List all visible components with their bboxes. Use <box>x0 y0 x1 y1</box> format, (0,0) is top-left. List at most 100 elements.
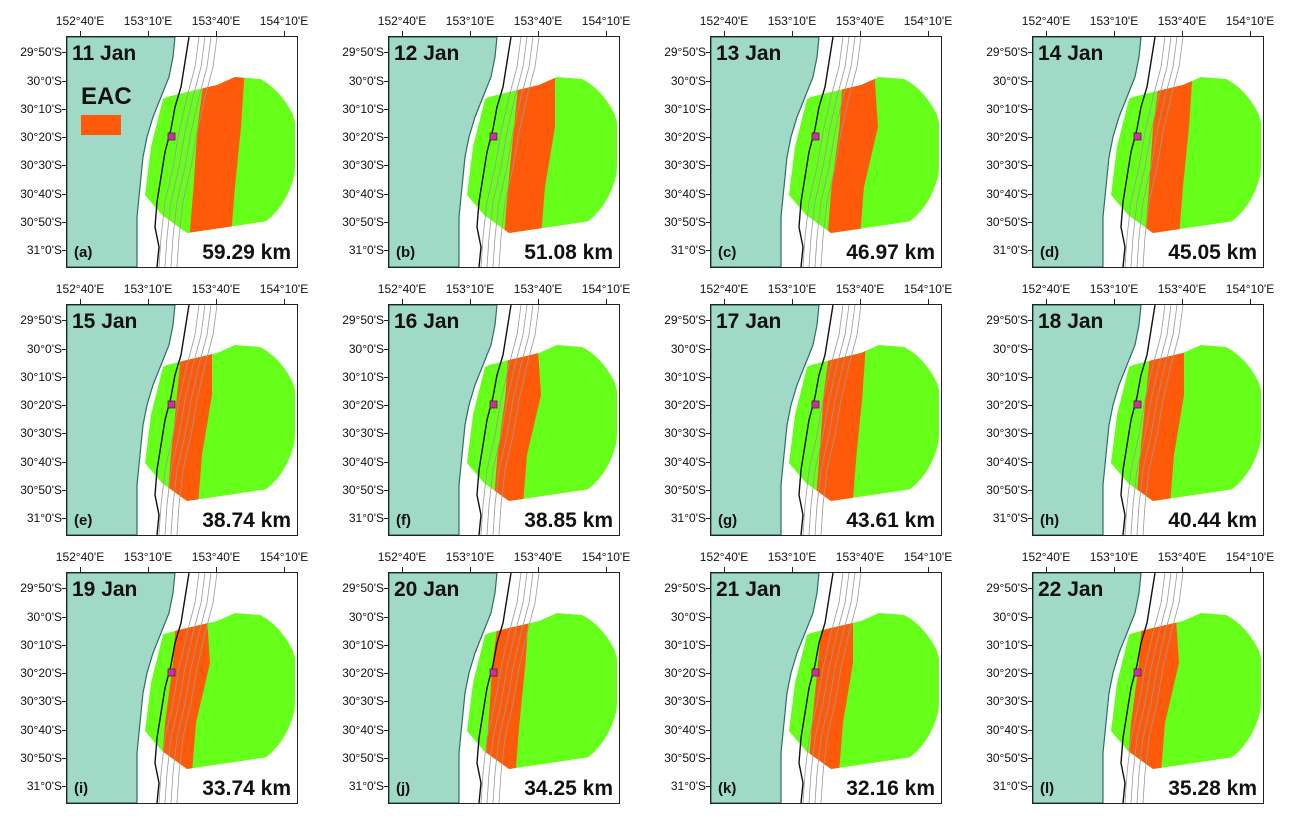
land-area <box>389 37 498 267</box>
latitude-tick-label: 30°10'S <box>664 638 706 652</box>
latitude-tick-label: 30°10'S <box>342 370 384 384</box>
latitude-tick-label: 30°50'S <box>664 215 706 229</box>
mooring-station-marker <box>489 400 498 409</box>
latitude-tick-label: 30°10'S <box>342 102 384 116</box>
longitude-tick-mark <box>724 31 725 36</box>
longitude-tick-mark <box>402 567 403 572</box>
map-panel: 152°40'E 153°10'E 153°40'E 154°10'E 29°50'S 3… <box>966 276 1274 538</box>
latitude-tick-label: 31°0'S <box>992 243 1028 257</box>
panel-letter-label: (f) <box>396 512 411 529</box>
model-domain <box>145 345 295 501</box>
panel-letter-label: (l) <box>1040 780 1055 797</box>
latitude-tick-mark <box>706 645 710 646</box>
longitude-tick-label: 153°40'E <box>835 14 885 28</box>
shelf-break-isobath <box>798 37 834 267</box>
shelf-break-isobath <box>154 37 190 267</box>
longitude-tick-label: 154°10'E <box>581 282 631 296</box>
latitude-tick-label: 29°50'S <box>986 313 1028 327</box>
longitude-tick-mark <box>1250 31 1251 36</box>
eac-width-label: 59.29 km <box>202 241 291 264</box>
latitude-tick-mark <box>384 109 388 110</box>
bathymetry-contour <box>480 37 522 267</box>
mooring-station-marker <box>489 668 498 677</box>
latitude-tick-mark <box>706 109 710 110</box>
longitude-tick-mark <box>148 567 149 572</box>
longitude-tick-label: 154°10'E <box>581 550 631 564</box>
longitude-tick-mark <box>1250 299 1251 304</box>
map-frame: 12 Jan (b) 51.08 km <box>388 36 620 268</box>
map-panel: 152°40'E 153°10'E 153°40'E 154°10'E 29°50'S 3… <box>0 544 308 806</box>
latitude-tick-label: 31°0'S <box>992 779 1028 793</box>
longitude-tick-mark <box>724 299 725 304</box>
latitude-tick-label: 30°10'S <box>664 370 706 384</box>
latitude-tick-label: 31°0'S <box>670 511 706 525</box>
latitude-tick-label: 31°0'S <box>670 779 706 793</box>
map-panel: 152°40'E 153°10'E 153°40'E 154°10'E 29°50'S 3… <box>322 276 630 538</box>
latitude-tick-label: 30°0'S <box>26 342 62 356</box>
bathymetry-contour <box>802 573 844 803</box>
map-frame: 20 Jan (j) 34.25 km <box>388 572 620 804</box>
latitude-tick-mark <box>706 617 710 618</box>
latitude-tick-label: 29°50'S <box>342 581 384 595</box>
shelf-break-isobath <box>476 37 512 267</box>
longitude-tick-mark <box>148 31 149 36</box>
latitude-tick-mark <box>706 137 710 138</box>
latitude-tick-mark <box>384 194 388 195</box>
longitude-tick-mark <box>80 31 81 36</box>
latitude-tick-mark <box>1028 462 1032 463</box>
land-area <box>67 573 176 803</box>
bathymetry-contour <box>1124 305 1166 535</box>
longitude-tick-label: 154°10'E <box>1225 550 1275 564</box>
latitude-tick-label: 30°40'S <box>986 723 1028 737</box>
panel-letter-label: (a) <box>74 244 93 261</box>
latitude-tick-mark <box>706 222 710 223</box>
longitude-tick-mark <box>928 31 929 36</box>
latitude-tick-label: 30°40'S <box>986 187 1028 201</box>
bathymetry-contour <box>480 573 522 803</box>
latitude-tick-mark <box>706 433 710 434</box>
longitude-tick-mark <box>80 567 81 572</box>
map-frame: 14 Jan (d) 45.05 km <box>1032 36 1264 268</box>
longitude-tick-label: 153°10'E <box>445 14 495 28</box>
bathymetry-contour <box>1130 573 1172 803</box>
eac-width-label: 38.85 km <box>524 509 613 532</box>
latitude-tick-label: 30°50'S <box>664 751 706 765</box>
latitude-tick-mark <box>706 786 710 787</box>
map-frame: 19 Jan (i) 33.74 km <box>66 572 298 804</box>
latitude-tick-mark <box>384 377 388 378</box>
latitude-tick-mark <box>1028 518 1032 519</box>
latitude-tick-label: 30°40'S <box>20 187 62 201</box>
latitude-tick-mark <box>706 349 710 350</box>
latitude-tick-label: 30°0'S <box>26 74 62 88</box>
land-area <box>711 573 820 803</box>
longitude-tick-label: 153°10'E <box>1089 14 1139 28</box>
latitude-tick-mark <box>1028 194 1032 195</box>
longitude-tick-mark <box>792 567 793 572</box>
latitude-tick-label: 30°10'S <box>20 102 62 116</box>
bathymetry-contour <box>1142 37 1184 267</box>
latitude-tick-label: 30°50'S <box>986 215 1028 229</box>
longitude-tick-label: 152°40'E <box>55 550 105 564</box>
panel-date-label: 19 Jan <box>72 578 138 601</box>
longitude-tick-label: 153°40'E <box>835 550 885 564</box>
latitude-tick-label: 30°40'S <box>342 455 384 469</box>
latitude-tick-mark <box>1028 320 1032 321</box>
longitude-tick-mark <box>216 299 217 304</box>
longitude-tick-label: 153°40'E <box>191 282 241 296</box>
latitude-tick-mark <box>706 490 710 491</box>
latitude-tick-mark <box>384 405 388 406</box>
latitude-tick-mark <box>384 673 388 674</box>
map-canvas <box>711 37 939 267</box>
latitude-tick-mark <box>1028 433 1032 434</box>
latitude-tick-label: 30°40'S <box>342 723 384 737</box>
latitude-tick-mark <box>62 222 66 223</box>
eac-core-region <box>493 345 541 501</box>
mooring-station-marker <box>489 132 498 141</box>
map-canvas <box>389 305 617 535</box>
map-panel: 152°40'E 153°10'E 153°40'E 154°10'E 29°50'S 3… <box>644 276 952 538</box>
longitude-tick-label: 154°10'E <box>1225 282 1275 296</box>
latitude-tick-label: 30°10'S <box>986 638 1028 652</box>
latitude-tick-mark <box>706 250 710 251</box>
longitude-tick-mark <box>148 299 149 304</box>
latitude-tick-label: 30°40'S <box>664 187 706 201</box>
